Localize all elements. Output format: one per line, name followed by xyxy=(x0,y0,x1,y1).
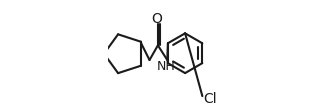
Text: NH: NH xyxy=(157,60,176,73)
Text: O: O xyxy=(151,12,162,26)
Text: Cl: Cl xyxy=(203,92,217,106)
